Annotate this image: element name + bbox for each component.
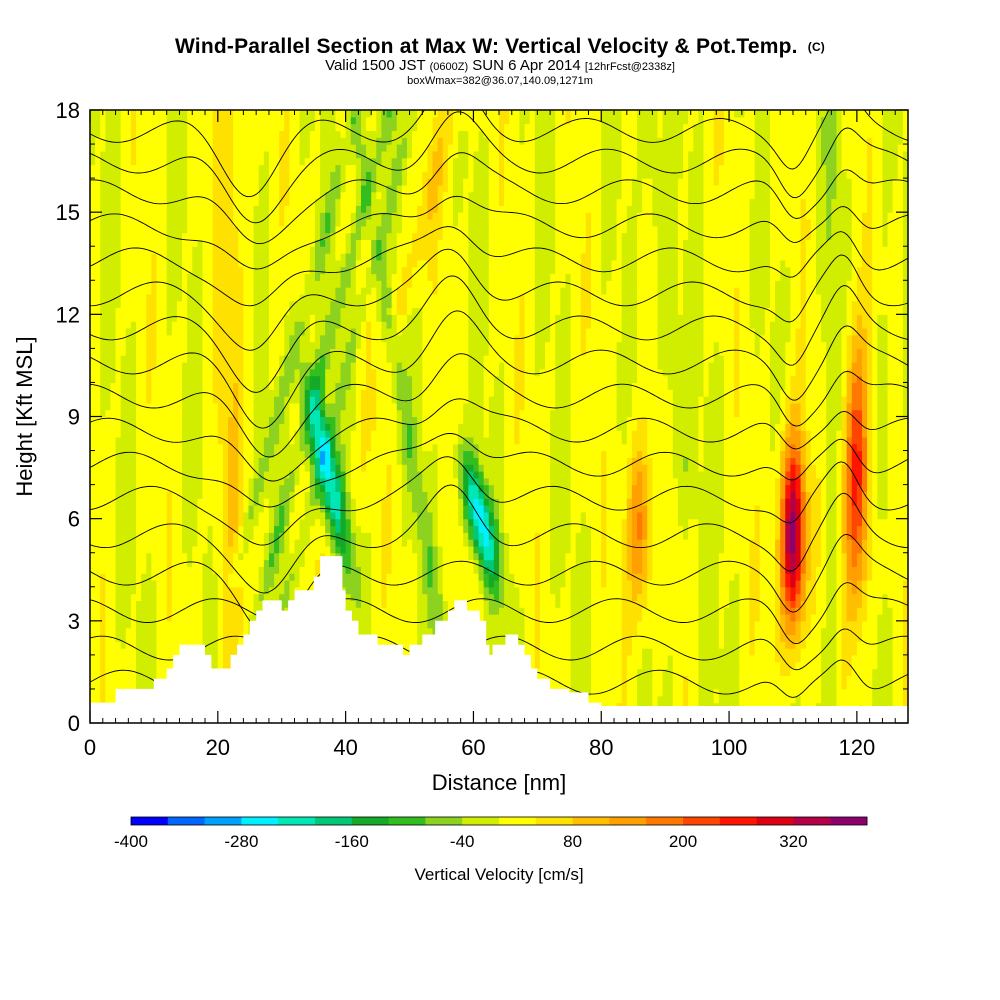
y-tick-label: 15 xyxy=(56,200,80,225)
copyright-mark: (C) xyxy=(807,40,826,54)
isentrope-line xyxy=(90,353,908,458)
isentrope-line xyxy=(90,456,908,546)
y-tick-label: 12 xyxy=(56,302,80,327)
colorbar-swatch xyxy=(388,817,426,825)
colorbar-label: Vertical Velocity [cm/s] xyxy=(414,865,583,884)
y-tick-label: 6 xyxy=(68,507,80,532)
valid-time: Valid 1500 JST xyxy=(325,57,426,74)
isentrope-line xyxy=(90,484,908,594)
x-tick-label: 100 xyxy=(711,735,748,760)
terrain-mask xyxy=(90,556,908,723)
y-tick-label: 9 xyxy=(68,405,80,430)
colorbar-tick-label: 200 xyxy=(669,832,697,851)
colorbar-swatch xyxy=(719,817,757,825)
colorbar-frame xyxy=(130,816,868,826)
chart-title-text: Wind-Parallel Section at Max W: Vertical… xyxy=(174,35,798,58)
potential-temperature-contours xyxy=(90,110,908,698)
y-axis-label: Height [Kft MSL] xyxy=(12,336,37,496)
colorbar-tick-label: -40 xyxy=(450,832,475,851)
colorbar-tick-label: 320 xyxy=(779,832,807,851)
colorbar-swatch xyxy=(425,817,463,825)
isentrope-line xyxy=(90,433,908,508)
colorbar-tick-label: 80 xyxy=(563,832,582,851)
colorbar-swatch xyxy=(756,817,794,825)
colorbar-swatch xyxy=(646,817,684,825)
isentrope-line xyxy=(90,152,908,245)
isentrope-line xyxy=(90,111,908,224)
colorbar-swatch xyxy=(278,817,316,825)
terrain-profile xyxy=(90,556,908,723)
y-tick-label: 18 xyxy=(56,98,80,123)
colorbar-swatch xyxy=(499,817,537,825)
x-axis-label: Distance [nm] xyxy=(432,770,567,795)
x-tick-label: 0 xyxy=(84,735,96,760)
isentrope-line xyxy=(90,110,908,198)
x-tick-label: 60 xyxy=(461,735,485,760)
isentrope-line xyxy=(90,533,908,639)
isentrope-line xyxy=(90,195,908,270)
isentrope-line xyxy=(90,628,908,671)
x-tick-label: 20 xyxy=(206,735,230,760)
isentrope-line xyxy=(90,275,908,393)
x-tick-label: 120 xyxy=(839,735,876,760)
isentrope-line xyxy=(90,310,908,429)
colorbar-swatch xyxy=(830,817,868,825)
valid-utc: (0600Z) xyxy=(429,61,469,73)
chart-title: Wind-Parallel Section at Max W: Vertical… xyxy=(0,36,1000,58)
colorbar-swatch xyxy=(315,817,353,825)
chart-subtitle: Valid 1500 JST (0600Z) SUN 6 Apr 2014 [1… xyxy=(0,58,1000,75)
isentrope-line xyxy=(90,398,908,482)
chart-title-block: Wind-Parallel Section at Max W: Vertical… xyxy=(0,36,1000,88)
axes: 0 20 40 60 80 100 120 0 3 6 9 12 15 18 Distance [nm] He… xyxy=(12,98,909,795)
colorbar-swatch xyxy=(535,817,573,825)
vertical-velocity-field xyxy=(90,110,908,723)
colorbar-swatch xyxy=(683,817,721,825)
colorbar-swatch xyxy=(167,817,205,825)
colorbar: -400 -280 -160 -40 80 200 320 Vertical Velocity… xyxy=(114,816,868,884)
colorbar-swatch xyxy=(609,817,647,825)
colorbar-swatch xyxy=(204,817,242,825)
x-tick-label: 80 xyxy=(589,735,613,760)
isentrope-line xyxy=(90,582,908,645)
isentrope-line xyxy=(90,226,908,307)
forecast-info: [12hrFcst@2338z] xyxy=(584,61,675,73)
colorbar-swatch xyxy=(572,817,610,825)
colorbar-swatch xyxy=(131,817,169,825)
colorbar-tick-label: -280 xyxy=(224,832,258,851)
x-tick-label: 40 xyxy=(333,735,357,760)
colorbar-tick-label: -400 xyxy=(114,832,148,851)
box-wmax-line: boxWmax=382@36.07,140.09,1271m xyxy=(407,75,593,87)
colorbar-swatch xyxy=(351,817,389,825)
y-tick-label: 3 xyxy=(68,609,80,634)
colorbar-swatch xyxy=(462,817,500,825)
colorbar-swatch xyxy=(793,817,831,825)
y-tick-label: 0 xyxy=(68,711,80,736)
colorbar-swatch xyxy=(241,817,279,825)
valid-date: SUN 6 Apr 2014 xyxy=(472,57,581,74)
isentrope-line xyxy=(90,248,908,351)
colorbar-tick-label: -160 xyxy=(335,832,369,851)
